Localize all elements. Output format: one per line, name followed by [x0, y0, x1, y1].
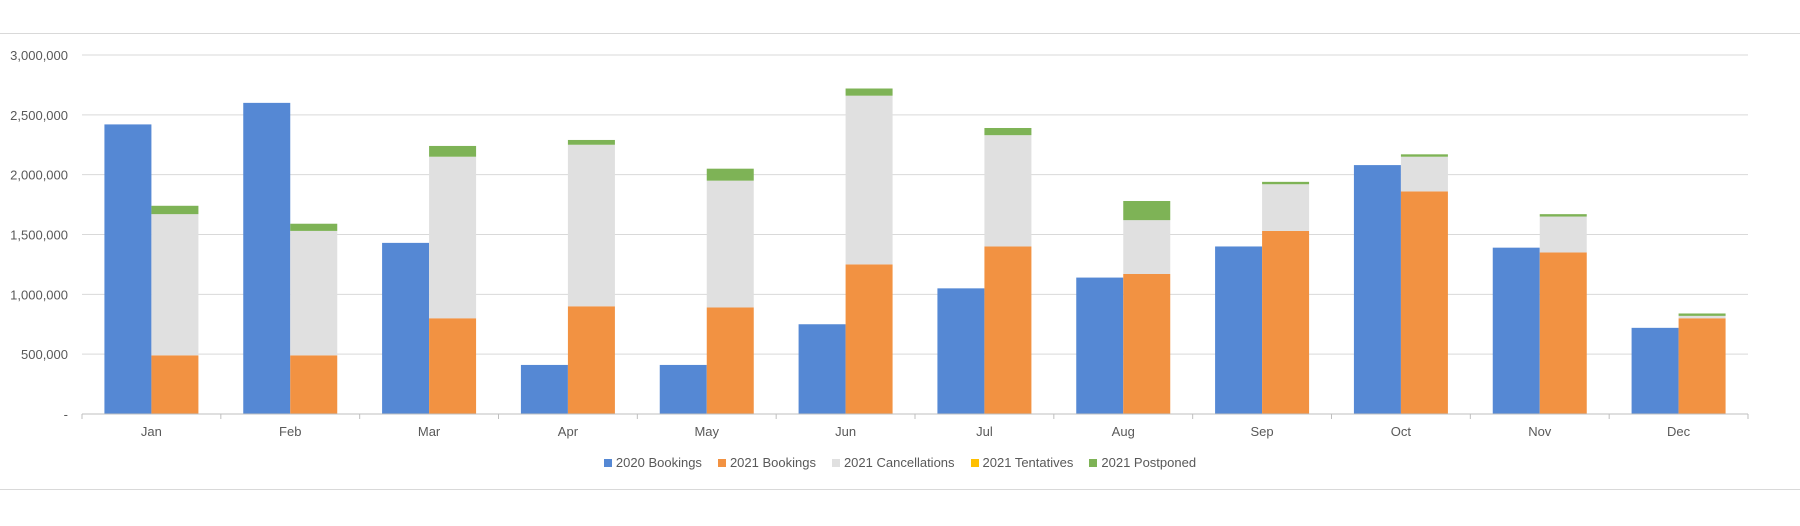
- bar-2021-postponed: [290, 223, 338, 231]
- bar-2021-bookings: [1678, 318, 1726, 414]
- bar-2021-postponed: [1678, 313, 1726, 316]
- legend-swatch: [717, 458, 726, 467]
- x-axis: [81, 413, 1749, 419]
- bar-2020-bookings: [243, 102, 291, 414]
- bar-2021-cancellations: [290, 230, 338, 356]
- x-tick-label: Mar: [418, 424, 441, 439]
- bar-2021-bookings: [706, 307, 754, 414]
- bar-2021-postponed: [1262, 181, 1310, 185]
- bar-2020-bookings: [382, 242, 430, 414]
- x-tick-label: May: [694, 424, 719, 439]
- x-tick-label: Jun: [835, 424, 856, 439]
- bar-2021-cancellations: [1539, 216, 1587, 253]
- bar-2021-cancellations: [1400, 156, 1448, 192]
- legend-label: 2021 Cancellations: [843, 455, 955, 470]
- legend-label: 2021 Postponed: [1101, 455, 1197, 470]
- bar-2020-bookings: [659, 364, 707, 414]
- chart-top-border: [0, 33, 1800, 34]
- y-tick-label: 1,500,000: [10, 228, 68, 243]
- bar-2021-cancellations: [151, 214, 199, 356]
- bar-2021-bookings: [567, 306, 615, 414]
- legend-swatch: [1089, 458, 1098, 467]
- x-tick-label: Feb: [279, 424, 301, 439]
- bar-2021-cancellations: [567, 144, 615, 307]
- bar-2020-bookings: [104, 124, 152, 414]
- legend-item: 2021 Cancellations: [831, 455, 955, 470]
- y-tick-label: 2,500,000: [10, 108, 68, 123]
- bar-2021-bookings: [984, 246, 1032, 414]
- bar-2021-bookings: [1400, 191, 1448, 414]
- x-tick-label: Nov: [1528, 424, 1552, 439]
- bar-2021-postponed: [567, 139, 615, 145]
- y-tick-label: 2,000,000: [10, 168, 68, 183]
- bar-2020-bookings: [937, 288, 985, 414]
- bar-2021-postponed: [429, 145, 477, 157]
- y-tick-label: -: [64, 407, 68, 422]
- y-tick-label: 3,000,000: [10, 48, 68, 63]
- x-tick-label: Sep: [1251, 424, 1274, 439]
- bar-2021-bookings: [845, 264, 893, 414]
- x-tick-label: Jul: [976, 424, 993, 439]
- bar-2021-bookings: [429, 318, 477, 414]
- bar-2021-postponed: [1539, 214, 1587, 217]
- legend-swatch: [970, 458, 979, 467]
- bar-2020-bookings: [1353, 165, 1401, 414]
- bar-2021-bookings: [151, 355, 199, 414]
- bar-2021-postponed: [706, 168, 754, 181]
- legend-label: 2021 Bookings: [729, 455, 816, 470]
- legend-item: 2021 Bookings: [717, 455, 816, 470]
- bar-2020-bookings: [798, 324, 846, 414]
- bar-2020-bookings: [520, 364, 568, 414]
- x-tick-label: Dec: [1667, 424, 1691, 439]
- bar-2021-cancellations: [1678, 315, 1726, 319]
- x-tick-label: Jan: [141, 424, 162, 439]
- bar-2021-postponed: [845, 88, 893, 96]
- bar-2021-cancellations: [429, 156, 477, 319]
- x-tick-label: Aug: [1112, 424, 1135, 439]
- bar-2021-postponed: [1400, 154, 1448, 157]
- bar-2021-bookings: [1123, 273, 1171, 414]
- bar-2021-postponed: [151, 205, 199, 215]
- x-tick-label: Oct: [1391, 424, 1412, 439]
- legend-swatch: [603, 458, 612, 467]
- bar-2021-cancellations: [1262, 184, 1310, 231]
- y-axis-ticks: - 500,000 1,000,000 1,500,000 2,000,000 2,500…: [10, 48, 68, 422]
- bar-2021-bookings: [290, 355, 338, 414]
- bar-2020-bookings: [1076, 277, 1124, 414]
- chart-legend: 2020 Bookings 2021 Bookings 2021 Cancellat…: [0, 455, 1800, 470]
- bars: [104, 88, 1726, 414]
- bar-2021-bookings: [1539, 252, 1587, 414]
- x-axis-ticks: Jan Feb Mar Apr May Jun Jul Aug Sep Oct Nov Dec: [141, 424, 1691, 439]
- y-tick-label: 1,000,000: [10, 287, 68, 302]
- bar-2021-cancellations: [984, 135, 1032, 247]
- legend-item: 2021 Postponed: [1089, 455, 1196, 470]
- bar-2021-postponed: [1123, 200, 1171, 221]
- bar-2021-bookings: [1262, 230, 1310, 414]
- gridlines: [82, 54, 1748, 355]
- bar-2021-cancellations: [1123, 220, 1171, 274]
- bar-2020-bookings: [1631, 327, 1679, 414]
- bar-2021-cancellations: [845, 95, 893, 265]
- y-tick-label: 500,000: [21, 347, 68, 362]
- legend-label: 2020 Bookings: [615, 455, 702, 470]
- bar-2020-bookings: [1492, 247, 1540, 414]
- legend-item: 2021 Tentatives: [970, 455, 1074, 470]
- legend-label: 2021 Tentatives: [982, 455, 1074, 470]
- legend-item: 2020 Bookings: [603, 455, 702, 470]
- bar-2021-cancellations: [706, 180, 754, 308]
- chart-bottom-border: [0, 489, 1800, 490]
- legend-swatch: [831, 458, 840, 467]
- bar-2020-bookings: [1215, 246, 1263, 414]
- x-tick-label: Apr: [558, 424, 579, 439]
- bar-2021-postponed: [984, 127, 1032, 136]
